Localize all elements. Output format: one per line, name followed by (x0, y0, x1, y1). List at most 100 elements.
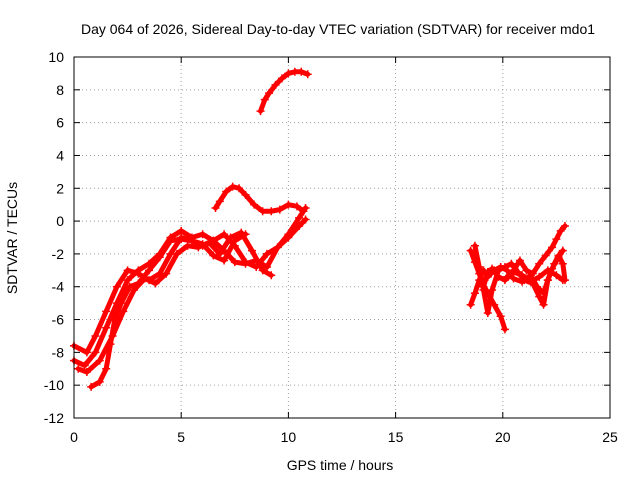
data-point (260, 95, 269, 104)
series-line (88, 231, 249, 390)
data-point (241, 230, 250, 239)
data-point (552, 235, 561, 244)
chart-title: Day 064 of 2026, Sidereal Day-to-day VTE… (81, 21, 595, 37)
data-point (543, 276, 552, 285)
data-point (295, 213, 304, 222)
data-point (528, 279, 537, 288)
data-point (535, 292, 544, 301)
y-tick-label: -4 (52, 279, 65, 295)
data-point (265, 89, 274, 98)
x-tick-label: 5 (177, 429, 185, 445)
data-point (558, 259, 567, 268)
series-track-9 (470, 241, 569, 317)
data-point (292, 202, 301, 211)
data-point (226, 233, 235, 242)
data-point (241, 190, 250, 199)
series-line (504, 223, 568, 280)
data-point (541, 251, 550, 260)
data-point (520, 276, 529, 285)
data-point (466, 246, 475, 255)
data-point (145, 266, 154, 275)
data-point (552, 271, 561, 280)
data-point (483, 308, 492, 317)
data-point (277, 74, 286, 83)
data-point (483, 289, 492, 298)
x-tick-label: 15 (388, 429, 404, 445)
data-point (250, 200, 259, 209)
data-point (102, 323, 111, 332)
data-point (509, 274, 518, 283)
x-tick-label: 0 (70, 429, 78, 445)
data-point (177, 226, 186, 235)
data-point (91, 331, 100, 340)
data-point (102, 307, 111, 316)
data-point (470, 289, 479, 298)
x-tick-label: 25 (602, 429, 618, 445)
data-point (222, 187, 231, 196)
data-point (284, 69, 293, 78)
y-tick-label: -12 (44, 410, 64, 426)
data-point (470, 241, 479, 250)
data-point (220, 256, 229, 265)
data-point (162, 269, 171, 278)
data-point (262, 263, 271, 272)
series-track-11 (503, 222, 569, 281)
data-point (256, 107, 265, 116)
data-point (284, 200, 293, 209)
data-point (267, 271, 276, 280)
data-point (106, 340, 115, 349)
data-point (303, 70, 312, 79)
x-tick-label: 10 (281, 429, 297, 445)
data-point (507, 259, 516, 268)
data-point (556, 226, 565, 235)
y-tick-label: 10 (48, 49, 64, 65)
series-track-5 (211, 182, 308, 216)
data-point (509, 266, 518, 275)
data-point (228, 182, 237, 191)
data-point (528, 269, 537, 278)
data-point (187, 236, 196, 245)
data-point (267, 207, 276, 216)
data-point (548, 243, 557, 252)
data-point (271, 80, 280, 89)
data-point (151, 279, 160, 288)
x-tick-label: 20 (495, 429, 511, 445)
data-point (515, 256, 524, 265)
y-tick-label: 0 (56, 213, 64, 229)
data-point (560, 222, 569, 231)
x-axis-label: GPS time / hours (287, 457, 394, 473)
data-point (230, 258, 239, 267)
data-point (500, 263, 509, 272)
data-point (475, 263, 484, 272)
data-point (134, 279, 143, 288)
data-point (155, 253, 164, 262)
data-point (172, 249, 181, 258)
data-point (82, 368, 91, 377)
data-point (80, 361, 89, 370)
data-point (301, 215, 310, 224)
series-line (71, 205, 309, 355)
grid (74, 57, 610, 418)
data-point (554, 251, 563, 260)
data-point (91, 348, 100, 357)
data-point (125, 282, 134, 291)
data-point (560, 276, 569, 285)
data-point (284, 233, 293, 242)
data-point (183, 241, 192, 250)
data-point (262, 249, 271, 258)
data-point (522, 266, 531, 275)
y-axis-label: SDTVAR / TECUs (4, 182, 20, 294)
data-point (110, 315, 119, 324)
y-tick-label: -6 (52, 312, 65, 328)
y-tick-label: 8 (56, 82, 64, 98)
y-tick-label: 6 (56, 115, 64, 131)
data-point (95, 377, 104, 386)
data-point (119, 307, 128, 316)
data-point (494, 266, 503, 275)
data-point (558, 246, 567, 255)
data-tracks (70, 67, 569, 391)
y-tick-label: 4 (56, 147, 64, 163)
series-track-4 (87, 230, 250, 391)
data-point (258, 207, 267, 216)
data-point (74, 364, 83, 373)
